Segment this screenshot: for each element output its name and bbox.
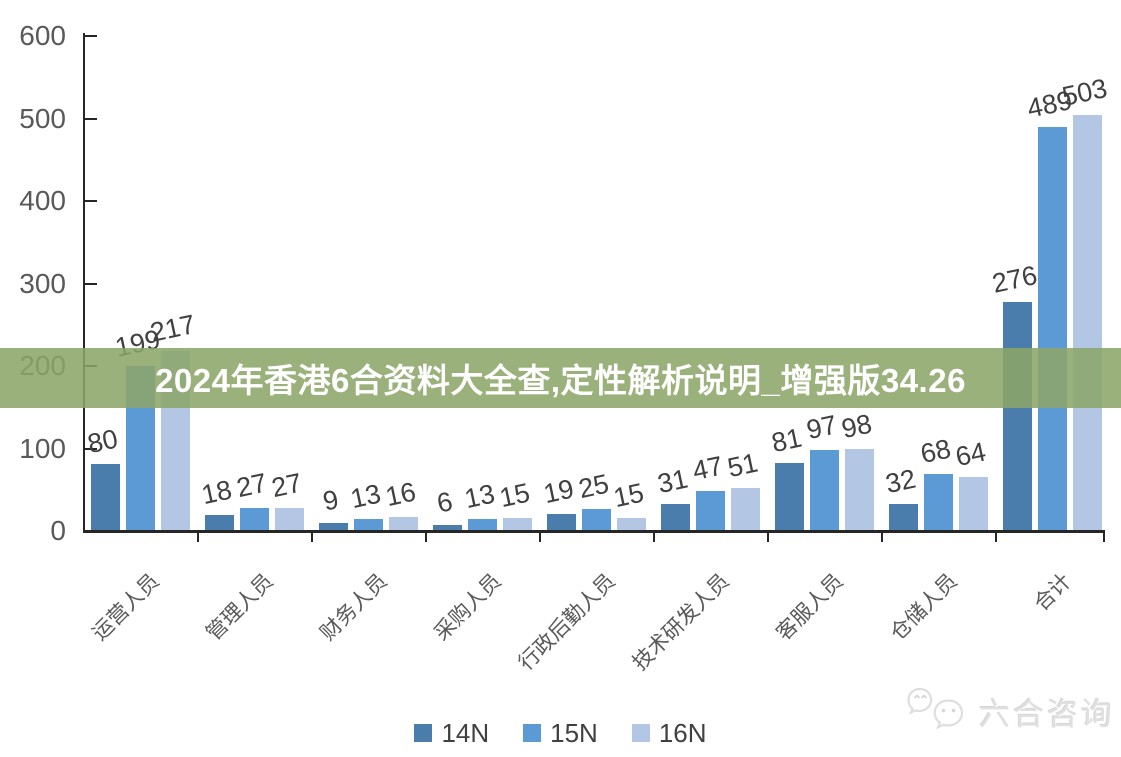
bar-value-label: 15 <box>496 477 532 514</box>
y-axis-tick <box>83 200 97 202</box>
bar-value-label: 13 <box>347 478 383 515</box>
x-axis-tick <box>881 533 883 542</box>
legend-swatch-icon <box>414 724 433 742</box>
y-axis-tick-label: 600 <box>19 20 66 51</box>
bar-16N-合计 <box>1073 115 1102 530</box>
bar-value-label: 15 <box>610 477 646 514</box>
x-axis-line <box>83 530 1105 533</box>
watermark-text: 六合咨询 <box>979 697 1115 732</box>
x-category-label: 运营人员 <box>87 569 164 646</box>
bar-14N-财务人员 <box>319 523 348 530</box>
bar-16N-客服人员 <box>845 449 874 530</box>
bar-value-label: 51 <box>724 447 760 484</box>
y-axis-tick <box>83 35 97 37</box>
x-category-label: 行政后勤人员 <box>513 569 620 675</box>
bar-value-label: 80 <box>84 423 120 460</box>
bar-16N-仓储人员 <box>959 477 988 530</box>
bar-14N-技术研发人员 <box>661 504 690 530</box>
x-axis-tick <box>311 533 313 542</box>
legend-label: 15N <box>550 718 598 748</box>
x-category-label: 管理人员 <box>201 569 278 646</box>
bar-value-label: 13 <box>461 478 497 515</box>
legend-swatch-icon <box>631 724 650 742</box>
bar-value-label: 47 <box>689 450 725 487</box>
legend-label: 16N <box>658 718 707 748</box>
bar-15N-客服人员 <box>810 450 839 530</box>
bar-16N-技术研发人员 <box>731 488 760 530</box>
overlay-banner-title[interactable]: 2024年香港6合资料大全查,定性解析说明_增强版34.26 <box>155 362 966 399</box>
y-axis-tick <box>83 447 97 450</box>
bar-15N-仓储人员 <box>924 474 953 530</box>
bar-value-label: 31 <box>654 463 690 500</box>
y-axis-tick-label: 100 <box>19 432 66 464</box>
bar-15N-财务人员 <box>354 519 383 530</box>
bar-value-label: 9 <box>319 484 341 517</box>
bar-value-label: 68 <box>917 433 953 470</box>
x-axis-tick <box>1103 533 1105 542</box>
legend-label: 14N <box>441 718 490 748</box>
bar-value-label: 217 <box>147 308 198 348</box>
bar-15N-行政后勤人员 <box>582 509 611 530</box>
bar-value-label: 97 <box>803 409 839 446</box>
bar-value-label: 98 <box>838 408 874 445</box>
bar-16N-管理人员 <box>275 508 304 530</box>
x-axis-tick <box>197 533 199 542</box>
bar-14N-管理人员 <box>205 515 234 530</box>
y-axis-tick-label: 400 <box>19 185 66 216</box>
x-category-label: 合计 <box>1029 569 1076 616</box>
y-axis-tick-label: 0 <box>50 515 66 546</box>
bar-value-label: 276 <box>989 259 1040 299</box>
bar-16N-行政后勤人员 <box>617 518 646 530</box>
bar-value-label: 81 <box>768 422 804 459</box>
x-axis-tick <box>425 533 427 542</box>
bar-14N-客服人员 <box>775 463 804 530</box>
y-axis-tick <box>83 282 97 285</box>
bar-value-label: 18 <box>198 474 234 511</box>
x-category-label: 采购人员 <box>429 569 506 646</box>
x-axis-tick <box>653 533 655 542</box>
bar-15N-合计 <box>1038 127 1067 530</box>
bar-14N-合计 <box>1003 302 1032 530</box>
x-category-label: 技术研发人员 <box>627 569 734 675</box>
wechat-icon <box>905 684 969 739</box>
bar-14N-行政后勤人员 <box>547 514 576 530</box>
bar-16N-采购人员 <box>503 518 532 530</box>
bar-16N-财务人员 <box>389 517 418 530</box>
bar-value-label: 27 <box>268 467 304 504</box>
bar-value-label: 32 <box>882 463 918 500</box>
bar-value-label: 25 <box>575 468 611 505</box>
bar-value-label: 64 <box>952 436 988 473</box>
legend-item-16N: 16N <box>631 718 707 748</box>
overlay-banner[interactable]: 2024年香港6合资料大全查,定性解析说明_增强版34.26 <box>0 348 1121 408</box>
bar-15N-采购人员 <box>468 519 497 530</box>
bar-15N-技术研发人员 <box>696 491 725 530</box>
x-category-label: 仓储人员 <box>885 569 962 646</box>
bar-value-label: 503 <box>1059 72 1110 112</box>
chart-legend: 14N 15N 16N <box>0 720 1121 746</box>
legend-item-14N: 14N <box>414 720 489 746</box>
x-axis-tick <box>767 533 769 542</box>
x-category-label: 财务人员 <box>315 569 392 646</box>
bar-15N-管理人员 <box>240 508 269 530</box>
bar-14N-运营人员 <box>91 464 120 530</box>
bar-14N-采购人员 <box>433 525 462 530</box>
legend-swatch-icon <box>523 724 542 742</box>
bar-value-label: 27 <box>233 467 269 504</box>
y-axis-tick-label: 300 <box>19 267 66 299</box>
bar-14N-仓储人员 <box>889 504 918 530</box>
bar-value-label: 6 <box>433 486 455 519</box>
x-axis-tick <box>995 533 997 542</box>
watermark: 六合咨询 <box>905 684 1115 739</box>
bar-value-label: 16 <box>382 476 418 513</box>
y-axis-tick-label: 500 <box>19 102 66 134</box>
y-axis-tick <box>83 117 97 120</box>
bar-value-label: 19 <box>540 473 576 510</box>
x-axis-tick <box>539 533 541 542</box>
legend-item-15N: 15N <box>523 720 598 746</box>
x-category-label: 客服人员 <box>771 569 848 646</box>
